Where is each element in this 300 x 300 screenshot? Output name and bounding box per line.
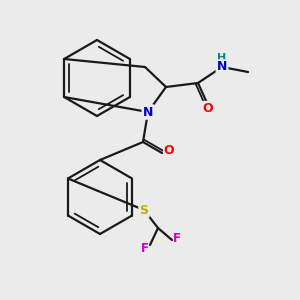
Text: N: N [217,61,227,74]
Text: O: O [203,101,213,115]
Text: F: F [173,232,181,245]
Text: H: H [218,53,226,63]
Text: F: F [141,242,149,256]
Text: S: S [140,203,148,217]
Text: O: O [164,145,174,158]
Text: N: N [143,106,153,118]
